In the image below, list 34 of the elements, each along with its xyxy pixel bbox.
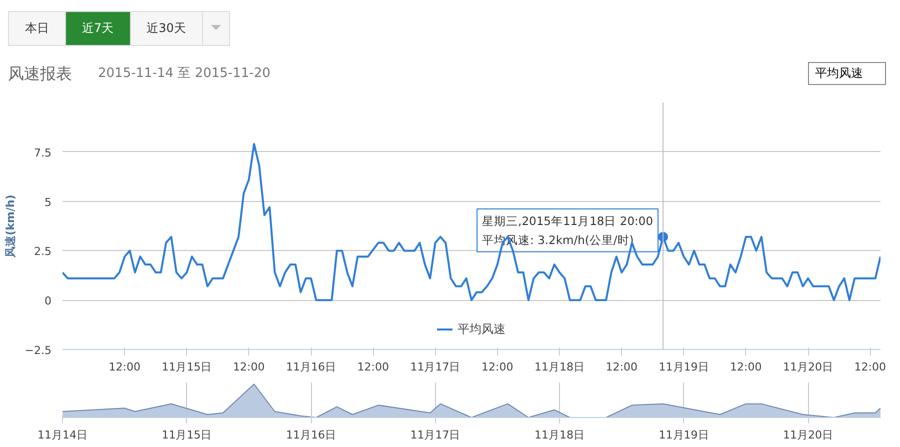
y-tick-label: 0	[44, 294, 52, 308]
x-tick-label: 11月19日	[658, 360, 709, 374]
x-tick-label: 11月16日	[286, 360, 336, 374]
x-tick-label: 11月19日	[658, 428, 709, 442]
y-tick-label: 7.5	[34, 146, 52, 160]
x-tick-label: 12:00	[108, 360, 140, 374]
x-tick-label: 11月17日	[410, 428, 460, 442]
text: 近7天	[66, 12, 131, 46]
x-tick-label: 11月18日	[534, 360, 585, 374]
y-axis-title: 风速(km/h)	[4, 194, 17, 258]
x-tick-label: 11月20日	[783, 360, 834, 374]
x-tick-label: 11月16日	[286, 428, 336, 442]
x-tick-label: 11月18日	[534, 428, 585, 442]
x-tick-label: 12:00	[854, 360, 886, 374]
x-tick-label: 12:00	[606, 360, 638, 374]
chart-title: 风速报表	[8, 63, 72, 85]
y-tick-label: 5	[44, 196, 52, 209]
x-tick-label: 12:00	[233, 360, 265, 374]
x-tick-label: 12:00	[730, 360, 762, 374]
x-tick-label: 11月15日	[162, 360, 212, 374]
x-tick-label: 12:00	[357, 360, 389, 374]
x-tick-label: 11月17日	[410, 360, 460, 374]
x-tick-label: 11月15日	[162, 428, 212, 442]
text: 近30天	[130, 12, 203, 46]
chart-subtitle: 2015-11-14 至 2015-11-20	[98, 65, 270, 83]
legend-label: 平均风速	[458, 320, 506, 338]
text: 平均风速	[808, 62, 886, 86]
x-tick-label: 11月14日	[38, 428, 88, 442]
y-tick-label: −2.5	[24, 344, 52, 357]
x-tick-label: 12:00	[482, 360, 514, 374]
line-series	[62, 142, 880, 302]
y-tick-label: 2.5	[34, 245, 52, 258]
x-tick-label: 11月20日	[783, 428, 834, 442]
text: 本日	[9, 12, 66, 46]
